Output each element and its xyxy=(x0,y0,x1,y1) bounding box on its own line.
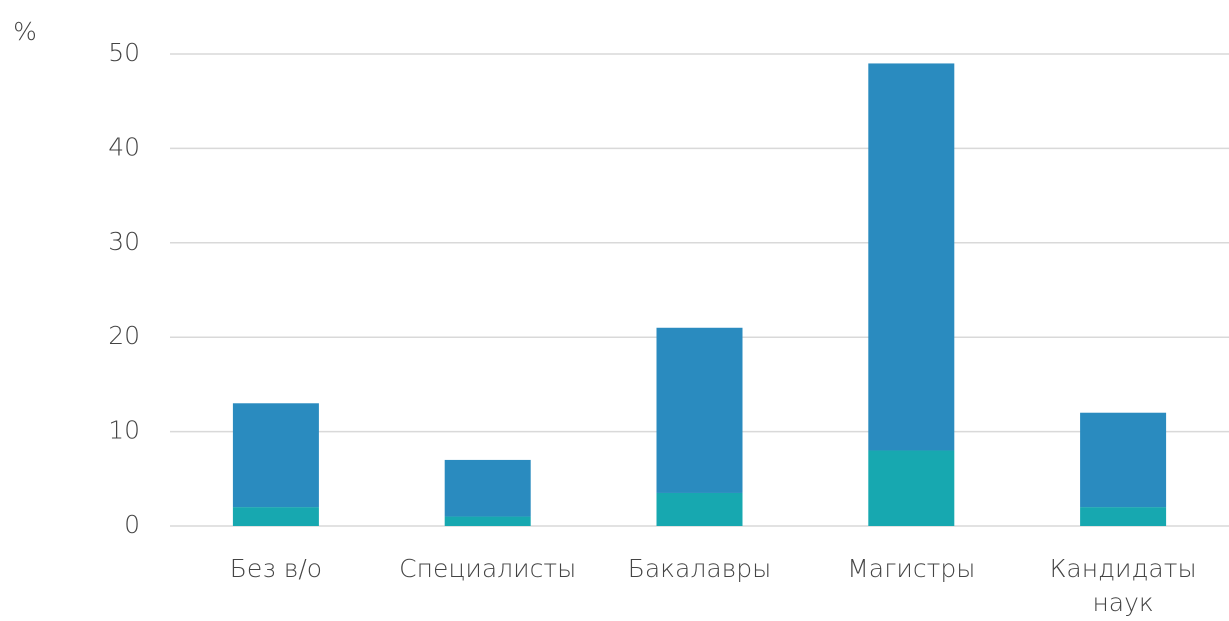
bar-segment xyxy=(232,507,319,526)
y-tick-label: 10 xyxy=(108,416,140,445)
y-tick-label: 30 xyxy=(108,227,140,256)
bar-segment xyxy=(232,403,319,508)
bar-segment xyxy=(656,492,743,526)
bar-segment xyxy=(444,459,531,517)
y-tick-label: 20 xyxy=(108,321,140,350)
x-tick-label: Кандидаты наук xyxy=(1049,554,1197,617)
x-tick-label: Бакалавры xyxy=(627,554,772,583)
y-tick-label: 50 xyxy=(108,38,140,67)
bar-segment xyxy=(444,516,531,526)
x-tick-label: Специалисты xyxy=(399,554,577,583)
bar-segment xyxy=(868,63,955,451)
x-tick-label: Без в/о xyxy=(229,554,323,583)
y-tick-label: 0 xyxy=(124,510,140,539)
x-tick-label: Магистры xyxy=(847,554,976,583)
bar-segment xyxy=(1080,412,1167,508)
y-axis-label: % xyxy=(13,17,37,46)
bar-segment xyxy=(656,327,743,493)
bar-segment xyxy=(1080,507,1167,526)
y-tick-label: 40 xyxy=(108,132,140,161)
bar-segment xyxy=(868,450,955,526)
